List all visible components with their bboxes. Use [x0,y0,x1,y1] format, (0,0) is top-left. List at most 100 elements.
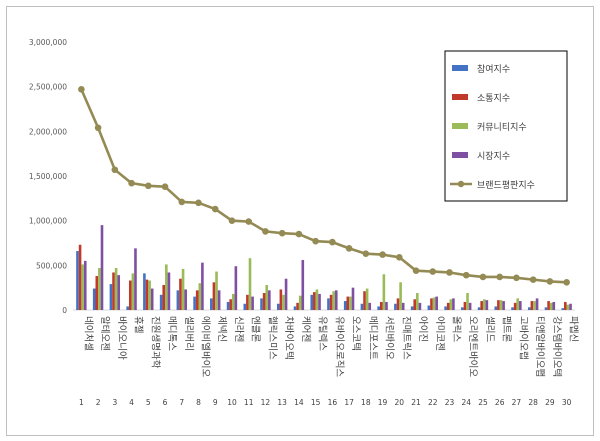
bar [217,290,221,310]
line-point [161,183,169,191]
x-rank-label: 23 [445,398,455,407]
bar [418,302,422,310]
bar [410,306,414,310]
x-category-label: 오리엔트바이오 [467,316,478,377]
x-category-label: 아미코젠 [434,316,445,351]
chart-canvas: 0 500,000 1,000,000 1,500,000 2,000,000 2,500… [29,38,580,407]
line-point [245,218,252,225]
bar [195,290,199,310]
bar [396,298,400,310]
bar [446,302,450,310]
x-rank-label: 19 [378,398,388,407]
x-rank-label: 2 [96,398,101,407]
bar [265,284,269,310]
bar [92,288,96,310]
legend-label: 브랜드평판지수 [477,180,535,191]
bar [399,282,402,310]
line-point [145,182,152,190]
line-point [446,269,453,276]
legend-swatch [452,94,468,100]
x-rank-label: 1 [79,398,84,407]
x-rank-label: 6 [163,398,168,407]
line-point [128,179,135,187]
x-category-label: 유틸렉스 [317,316,329,351]
bar [117,275,121,310]
bar [332,291,335,310]
line-point [94,124,102,132]
x-rank-label: 25 [478,398,488,407]
bar [226,301,230,310]
line-point [295,230,303,238]
bar [535,298,539,310]
bar [413,299,417,310]
line-point [312,237,319,245]
bar [547,301,550,310]
bar [301,259,305,310]
bar [494,306,498,310]
bar [134,248,137,310]
bar [466,293,469,310]
bar [268,290,271,310]
bar [401,302,405,310]
x-rank-label: 5 [146,398,151,407]
line-point [429,268,437,275]
bar [310,294,314,310]
bar [360,303,364,310]
bar [480,301,483,310]
bars [76,225,572,310]
bar [313,292,316,310]
bar [243,303,247,310]
bar [566,304,570,310]
bar [502,301,505,310]
x-rank-label: 11 [244,398,254,407]
x-rank-label: 8 [196,398,201,407]
y-tick-label: 500,000 [36,261,67,270]
bar [184,289,187,310]
line-point [345,245,353,252]
bar [569,303,572,310]
bar [212,282,216,310]
bar [482,299,486,310]
bar [176,290,180,310]
bar [215,271,218,310]
line-point [396,253,403,261]
bar [452,298,455,310]
x-rank-label: 15 [311,398,321,407]
bar [167,272,171,310]
bar [343,301,347,310]
line-point [228,217,236,224]
x-category-label: 티앤알바이오팹 [534,316,545,377]
bar [282,294,285,310]
x-rank-label: 7 [179,398,184,407]
x-rank-label: 18 [361,398,371,407]
bar [564,301,567,310]
line-point [462,271,470,279]
x-category-label: 파멥신 [568,316,580,342]
bar [231,293,235,310]
y-tick-label: 2,000,000 [29,127,67,136]
bar [159,294,163,310]
bar [377,306,380,310]
legend-swatch [452,65,468,71]
bar [516,298,520,310]
bar [131,273,135,310]
bar [262,293,266,310]
bar [349,296,352,310]
x-category-label: 제넥신 [216,316,227,342]
bar [432,297,436,310]
bar [334,290,338,310]
line-point [563,279,570,286]
bar [276,303,280,310]
x-category-label: 케어젠 [300,316,311,342]
bar [549,302,553,310]
bar [561,308,565,310]
x-rank-label: 21 [411,398,421,407]
x-category-label: 셀리버리 [183,316,194,351]
bar [98,268,101,310]
legend-label: 참여지수 [477,63,510,75]
x-category-label: 올릭스 [451,316,463,342]
x-category-label: 진원생명과학 [149,316,160,369]
x-rank-label: 28 [528,398,538,407]
bar [497,300,500,310]
bar [145,279,149,310]
